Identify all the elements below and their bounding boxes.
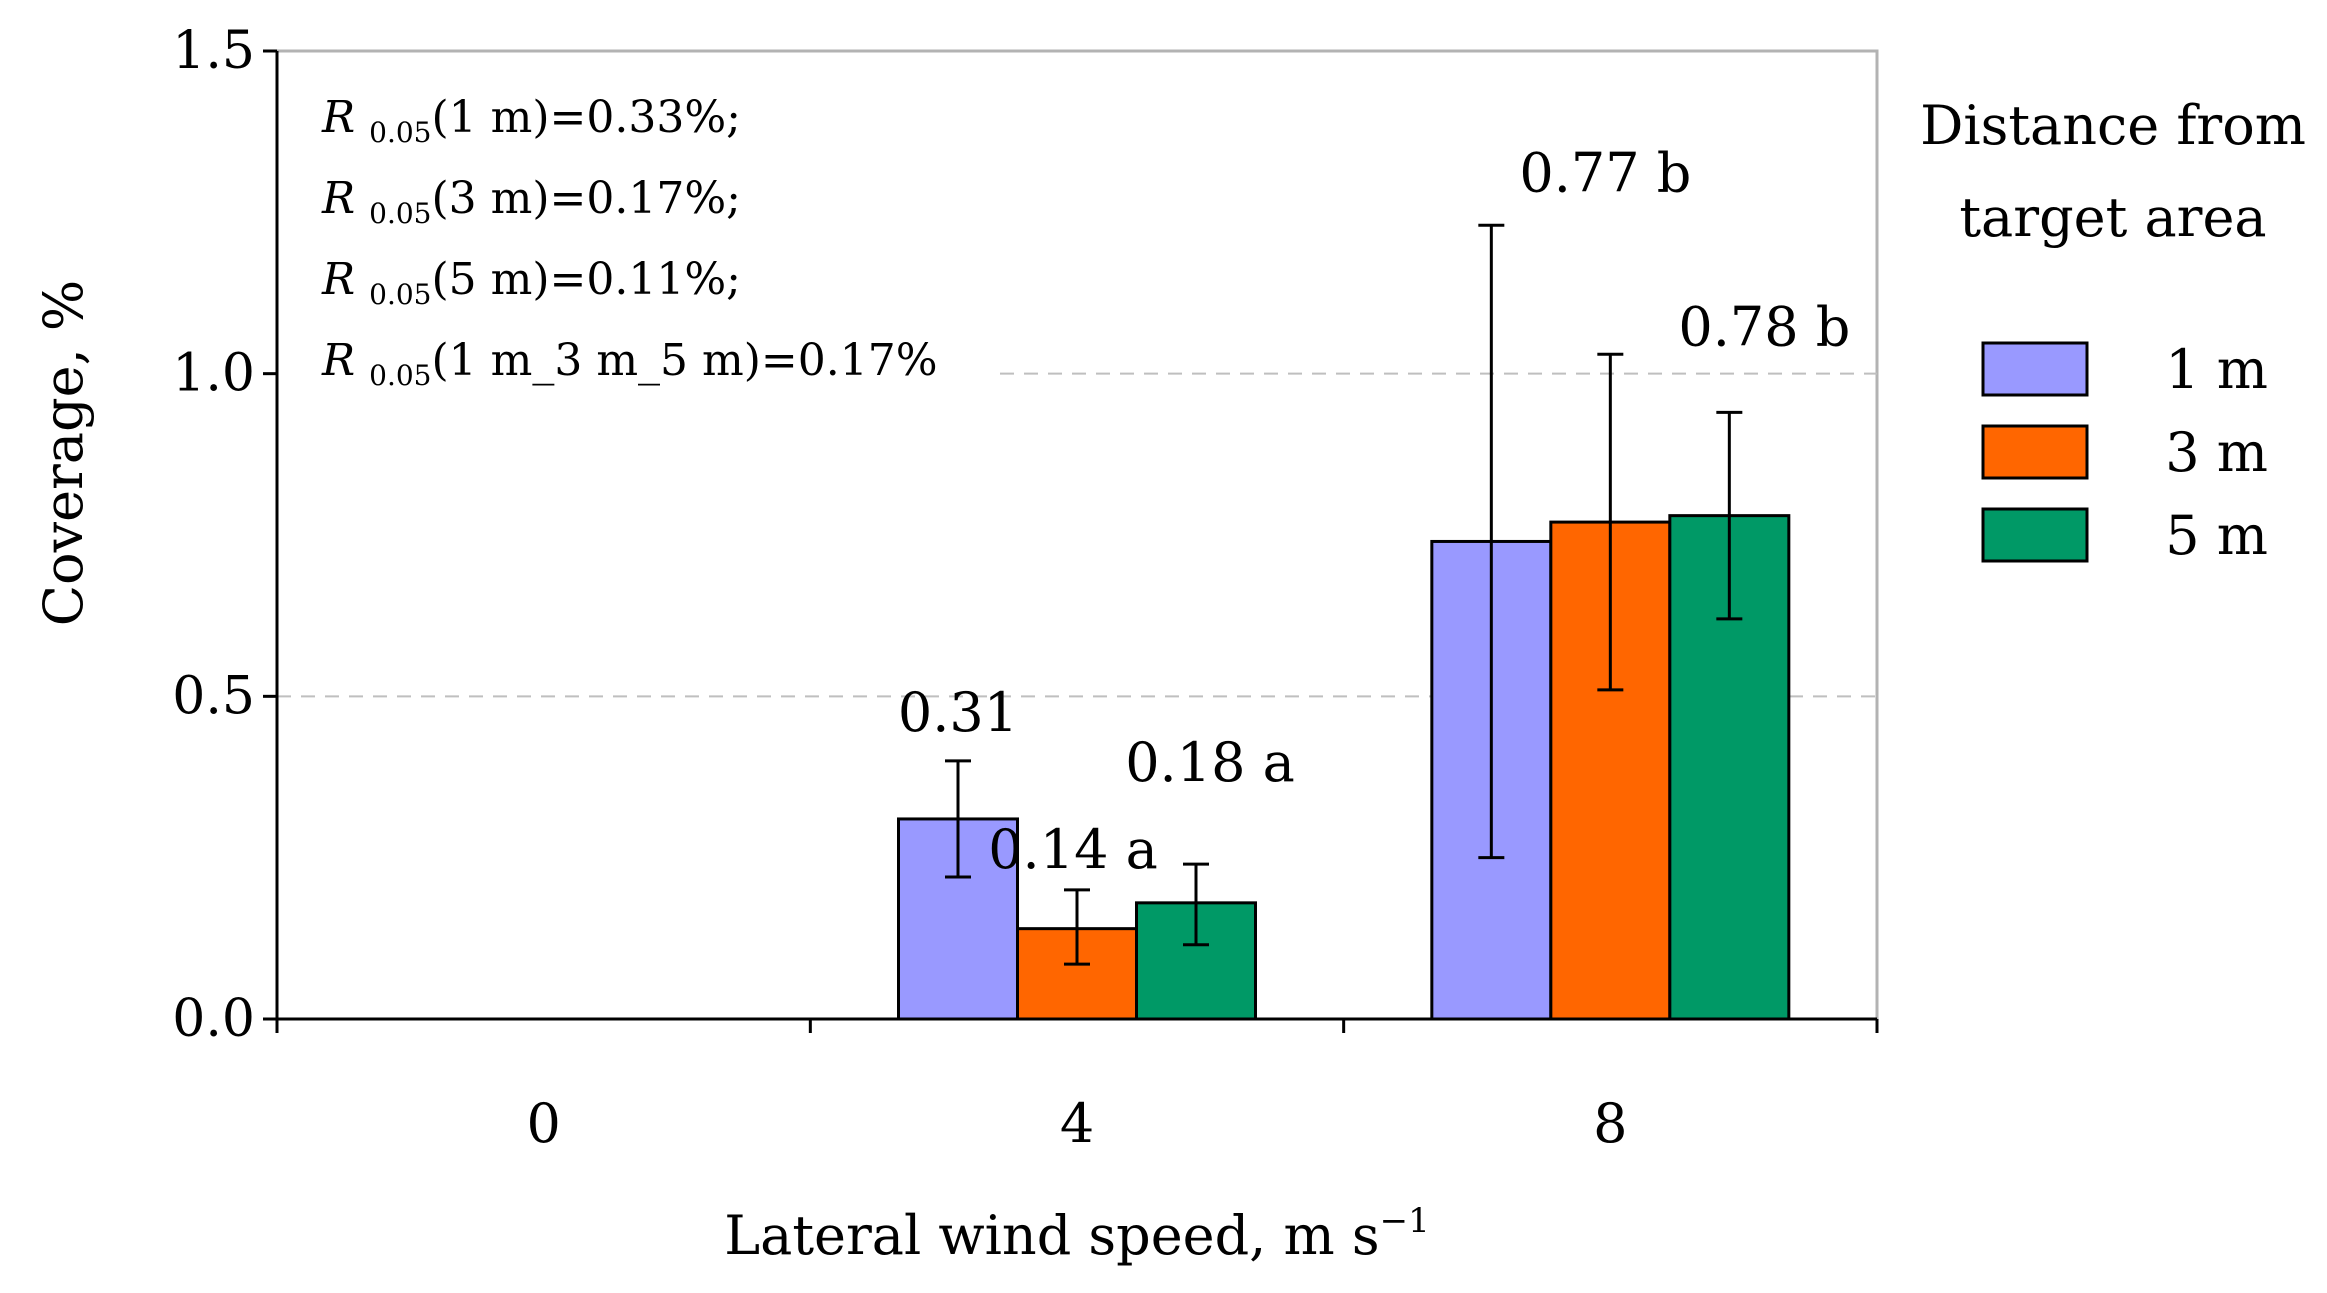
legend-swatch-1m — [1981, 341, 2089, 397]
lsd-symbol: R — [321, 335, 355, 386]
lsd-subscript: 0.05 — [369, 197, 431, 230]
x-axis-title-main: Lateral wind speed, m s — [724, 1204, 1379, 1267]
data-label: 0.18 a — [1125, 731, 1295, 794]
lsd-subscript: 0.05 — [369, 359, 431, 392]
lsd-space — [355, 254, 369, 305]
lsd-annotation: R 0.05(3 m)=0.17%; — [321, 173, 741, 230]
y-tick-label: 1.5 — [172, 21, 255, 81]
legend-label: 3 m — [2165, 421, 2268, 484]
lsd-subscript: 0.05 — [369, 278, 431, 311]
y-tick-label: 1.0 — [172, 344, 255, 404]
x-tick-label: 0 — [526, 1092, 560, 1155]
lsd-text: (1 m_3 m_5 m)=0.17% — [431, 335, 937, 386]
x-tick-label: 8 — [1593, 1092, 1627, 1155]
lsd-annotation: R 0.05(5 m)=0.11%; — [321, 254, 741, 311]
lsd-subscript: 0.05 — [369, 116, 431, 149]
y-tick-label: 0.5 — [172, 666, 255, 726]
legend: Distance from target area 1 m 3 m 5 m — [1920, 94, 2306, 567]
legend-label: 1 m — [2165, 338, 2268, 401]
y-tick-label: 0.0 — [172, 989, 255, 1049]
data-label: 0.31 — [898, 681, 1018, 744]
lsd-space — [355, 92, 369, 143]
x-tick-label: 4 — [1060, 1092, 1094, 1155]
lsd-text: (5 m)=0.11%; — [431, 254, 741, 305]
data-label: 0.78 b — [1678, 295, 1850, 358]
y-axis-title: Coverage, % — [32, 280, 95, 626]
x-axis-title-superscript: −1 — [1380, 1201, 1430, 1241]
legend-swatch-5m — [1981, 507, 2089, 563]
lsd-space — [355, 173, 369, 224]
lsd-annotations: R 0.05(1 m)=0.33%;R 0.05(3 m)=0.17%;R 0.… — [321, 92, 938, 392]
x-axis-title: Lateral wind speed, m s−1 — [724, 1201, 1429, 1267]
lsd-annotation: R 0.05(1 m_3 m_5 m)=0.17% — [321, 335, 938, 392]
legend-items: 1 m 3 m 5 m — [1981, 338, 2268, 567]
data-label: 0.14 a — [988, 818, 1158, 881]
data-labels: 0.310.74 b0.14 a0.77 b0.18 a0.78 b — [898, 141, 1850, 881]
lsd-symbol: R — [321, 173, 355, 224]
lsd-text: (3 m)=0.17%; — [431, 173, 741, 224]
legend-label: 5 m — [2165, 504, 2268, 567]
legend-title-line2: target area — [1959, 186, 2266, 249]
legend-title-line1: Distance from — [1920, 94, 2306, 157]
lsd-symbol: R — [321, 92, 355, 143]
lsd-space — [355, 335, 369, 386]
lsd-text: (1 m)=0.33%; — [431, 92, 741, 143]
lsd-symbol: R — [321, 254, 355, 305]
lsd-annotation: R 0.05(1 m)=0.33%; — [321, 92, 741, 149]
legend-swatch-3m — [1981, 424, 2089, 480]
axis-ticks: 0.0 0.5 1.0 1.5 0 4 8 — [172, 21, 1879, 1155]
error-bars — [945, 223, 1743, 966]
data-label: 0.77 b — [1519, 141, 1691, 204]
